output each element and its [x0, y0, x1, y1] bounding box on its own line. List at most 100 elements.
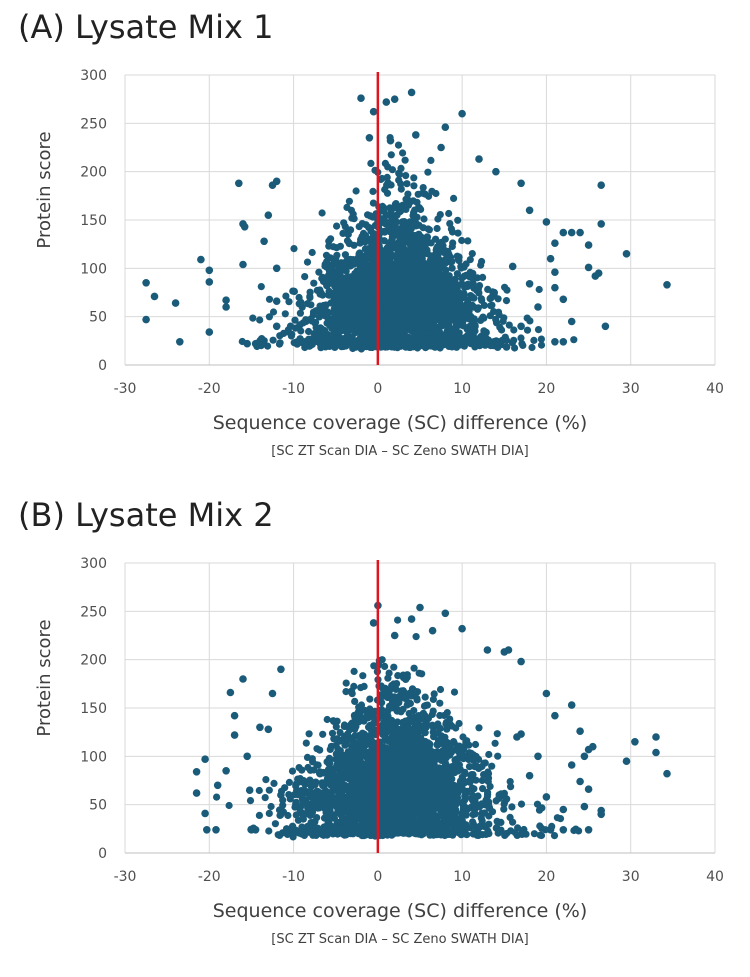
data-point	[357, 94, 365, 102]
data-point	[363, 289, 371, 297]
data-point	[481, 801, 489, 809]
data-point	[246, 797, 255, 805]
data-point	[281, 310, 289, 318]
data-point	[392, 204, 400, 212]
data-point	[467, 803, 476, 811]
data-point	[356, 249, 364, 257]
data-point	[433, 224, 441, 233]
data-point	[357, 280, 365, 288]
data-point	[282, 292, 290, 300]
data-point	[453, 756, 461, 764]
data-point	[418, 670, 426, 678]
data-point	[310, 279, 318, 287]
data-point	[410, 664, 418, 672]
data-point	[257, 283, 265, 291]
data-point	[488, 762, 496, 770]
data-point	[349, 724, 357, 732]
data-point	[406, 228, 414, 237]
data-point	[488, 808, 497, 816]
data-point	[464, 237, 472, 245]
x-tick-label: 40	[706, 381, 724, 397]
data-point	[597, 181, 605, 189]
data-point	[403, 274, 411, 282]
data-point	[329, 316, 337, 324]
data-point	[383, 189, 392, 197]
data-point	[378, 699, 386, 707]
data-point	[344, 730, 352, 738]
data-point	[387, 151, 395, 159]
data-point	[316, 746, 324, 754]
data-point	[334, 280, 342, 288]
data-point	[419, 283, 427, 291]
data-point	[484, 768, 492, 776]
data-point	[357, 742, 365, 750]
data-point	[322, 307, 330, 315]
data-point	[397, 342, 405, 350]
data-point	[222, 296, 230, 305]
data-point	[368, 802, 376, 810]
data-point	[400, 244, 408, 252]
data-point	[378, 721, 386, 729]
data-point	[347, 320, 356, 328]
data-point	[525, 206, 534, 215]
data-point	[397, 164, 405, 172]
data-point	[584, 241, 593, 249]
data-point	[427, 156, 435, 164]
data-point	[323, 715, 331, 724]
data-point	[403, 809, 412, 817]
data-point	[546, 254, 555, 263]
data-point	[455, 253, 463, 261]
data-point	[486, 782, 494, 790]
data-point	[384, 712, 392, 720]
data-point	[267, 802, 275, 811]
data-point	[416, 291, 424, 299]
x-tick-label: -30	[114, 869, 137, 885]
data-point	[432, 246, 440, 254]
data-point	[424, 168, 432, 176]
data-point	[432, 782, 440, 790]
data-point	[423, 787, 431, 795]
data-point	[325, 242, 333, 250]
data-point	[384, 674, 392, 682]
data-point	[381, 343, 389, 351]
data-point	[272, 177, 281, 186]
data-point	[302, 787, 310, 796]
data-point	[389, 260, 397, 268]
data-point	[362, 298, 370, 306]
data-point	[436, 685, 445, 694]
data-point	[430, 690, 438, 698]
data-point	[222, 303, 230, 311]
data-point	[494, 295, 502, 303]
data-point	[340, 339, 348, 347]
data-point	[319, 273, 327, 281]
data-point	[475, 755, 483, 763]
data-point	[311, 789, 319, 797]
data-point	[315, 268, 323, 276]
data-point	[465, 763, 474, 771]
data-point	[379, 308, 387, 316]
data-point	[381, 218, 389, 226]
data-point	[478, 776, 486, 785]
data-point	[402, 219, 410, 228]
data-point	[419, 242, 427, 250]
x-tick-label: -10	[282, 381, 305, 397]
data-point	[358, 793, 366, 801]
data-point	[467, 292, 475, 300]
data-point	[402, 268, 410, 276]
x-tick-label: -20	[198, 869, 221, 885]
data-point	[142, 315, 150, 324]
data-point	[428, 187, 436, 195]
data-point	[403, 261, 411, 269]
data-point	[380, 272, 388, 280]
data-point	[535, 806, 544, 814]
data-point	[450, 781, 458, 789]
data-point	[403, 701, 411, 709]
data-point	[394, 257, 403, 265]
data-point	[411, 306, 419, 314]
data-point	[401, 156, 409, 164]
data-point	[414, 190, 422, 198]
data-point	[397, 319, 405, 327]
data-point	[469, 811, 477, 819]
data-point	[276, 811, 284, 819]
data-point	[438, 245, 446, 253]
